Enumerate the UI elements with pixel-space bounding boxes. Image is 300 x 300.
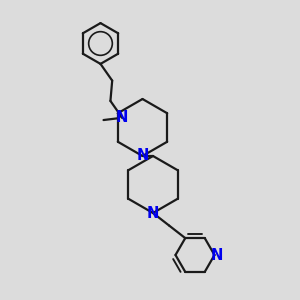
- Text: N: N: [211, 248, 223, 262]
- Text: N: N: [136, 148, 149, 164]
- Text: N: N: [116, 110, 128, 125]
- Text: N: N: [147, 206, 159, 220]
